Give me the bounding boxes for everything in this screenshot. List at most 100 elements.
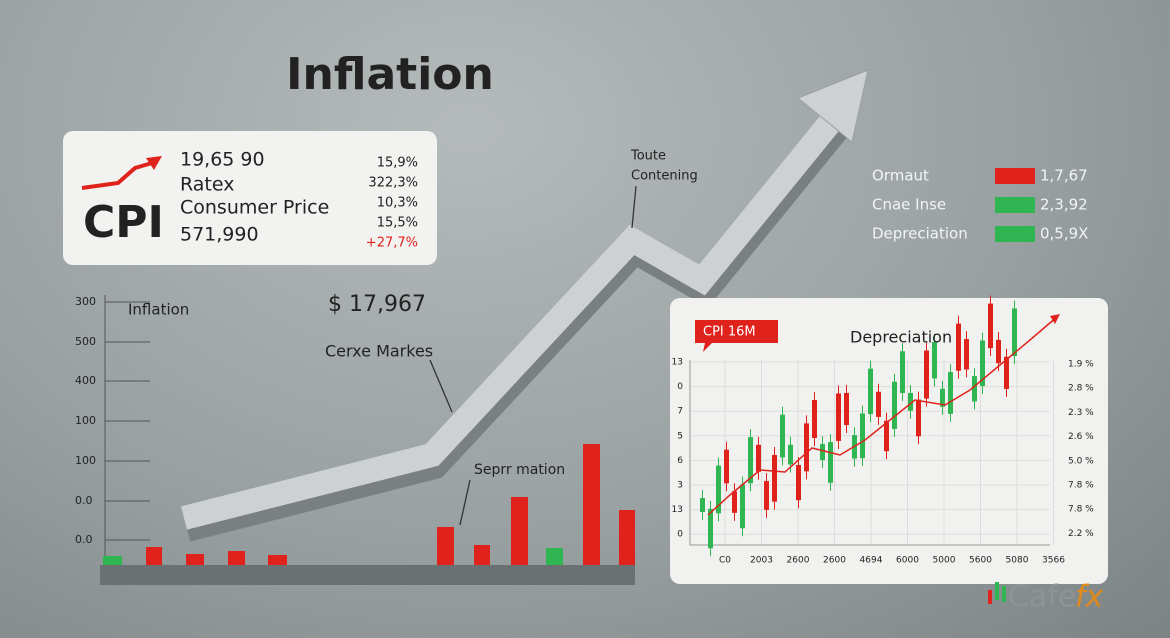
axis-label: 6000 xyxy=(896,556,919,566)
axis-label: 400 xyxy=(75,374,96,387)
candle xyxy=(908,392,913,411)
candle xyxy=(772,454,777,502)
axis-label: 3566 xyxy=(1042,556,1065,566)
axis-ticks xyxy=(105,301,150,541)
candle xyxy=(812,399,817,438)
card-title: Depreciation xyxy=(850,328,952,347)
platform xyxy=(100,565,635,585)
title: Inflation xyxy=(286,49,494,100)
candle xyxy=(740,484,745,529)
candle xyxy=(884,420,889,452)
axis-label: 2003 xyxy=(750,556,773,566)
axis-label: 13 xyxy=(672,505,683,515)
axis-label: 5000 xyxy=(933,556,956,566)
candle xyxy=(844,392,849,426)
axis-label: 5600 xyxy=(969,556,992,566)
callout-lines xyxy=(429,185,637,526)
cpi-percent: 10,3% xyxy=(377,196,418,211)
trend-arrow xyxy=(181,69,869,542)
axis-label: 100 xyxy=(75,414,96,427)
watermark-icon xyxy=(988,582,1006,604)
candle xyxy=(1004,356,1009,389)
candle xyxy=(748,437,753,484)
candle xyxy=(972,376,977,402)
candle xyxy=(948,372,953,414)
axis-label: 13 xyxy=(672,358,683,368)
candle xyxy=(924,350,929,399)
cpi-line: 571,990 xyxy=(180,224,259,246)
candle xyxy=(756,444,761,472)
badge-label: CPI 16M xyxy=(703,325,756,340)
cpi-icon xyxy=(81,156,162,190)
cpi-percent: +27,7% xyxy=(366,236,418,251)
candle xyxy=(724,449,729,484)
axis-label: 2.3 % xyxy=(1068,408,1094,418)
legend-swatch xyxy=(995,168,1035,184)
candle xyxy=(820,444,825,461)
candle xyxy=(828,442,833,483)
card-arrowhead xyxy=(1050,314,1060,324)
candle xyxy=(764,481,769,510)
cpi-line: 19,65 90 xyxy=(180,149,265,171)
watermark: fx xyxy=(1075,580,1104,615)
note: Cerxe Markes xyxy=(325,342,433,361)
candle xyxy=(876,391,881,417)
axis-label: 300 xyxy=(75,295,96,308)
candle xyxy=(956,323,961,371)
cpi-label: CPI xyxy=(83,197,164,248)
axis-label: 1.9 % xyxy=(1068,360,1094,370)
candle xyxy=(836,393,841,441)
axis-label: 7.8 % xyxy=(1068,505,1094,515)
axis-label: 2.2 % xyxy=(1068,529,1094,539)
legend-swatch xyxy=(995,226,1035,242)
candle xyxy=(868,368,873,415)
candle xyxy=(996,339,1001,364)
candle xyxy=(716,465,721,514)
cpi-percent: 15,9% xyxy=(377,156,418,171)
axis-label: 2600 xyxy=(823,556,846,566)
candle xyxy=(900,351,905,393)
bars xyxy=(103,444,635,565)
price: $ 17,967 xyxy=(328,292,426,317)
cpi-line: Ratex xyxy=(180,174,234,196)
candle xyxy=(796,464,801,501)
axis-label: 5.0 % xyxy=(1068,456,1094,466)
candle xyxy=(860,413,865,459)
candle xyxy=(964,339,969,370)
cpi-line: Consumer Price xyxy=(180,197,329,219)
legend-name: Ormaut xyxy=(872,167,929,185)
axis-label: 2.6 % xyxy=(1068,432,1094,442)
legend-value: 1,7,67 xyxy=(1040,167,1088,185)
left-label: Inflation xyxy=(128,301,189,319)
candle xyxy=(780,414,785,458)
candle xyxy=(1012,308,1017,356)
cpi-percent: 15,5% xyxy=(377,216,418,231)
candle xyxy=(940,388,945,407)
axis-label: 2.8 % xyxy=(1068,384,1094,394)
candle xyxy=(932,341,937,379)
note: Seprr mation xyxy=(474,462,565,478)
axis-label: 7.8 % xyxy=(1068,481,1094,491)
candle xyxy=(988,303,993,349)
candle xyxy=(700,498,705,512)
axis-label: 0.0 xyxy=(75,494,93,507)
axis-label: 5 xyxy=(677,431,683,441)
axis-label: 6 xyxy=(677,456,683,466)
axis-label: 3 xyxy=(677,481,683,491)
axis-label: 5080 xyxy=(1006,556,1029,566)
candle xyxy=(788,444,793,465)
axis-label: 4694 xyxy=(860,556,883,566)
legend-value: 0,5,9X xyxy=(1040,225,1088,243)
axis-label: 2600 xyxy=(787,556,810,566)
candle xyxy=(916,399,921,437)
axis-label: 0 xyxy=(677,530,683,540)
note: Toute xyxy=(630,149,666,164)
axis-label: 100 xyxy=(75,454,96,467)
legend-swatch xyxy=(995,197,1035,213)
candle xyxy=(804,423,809,472)
candle xyxy=(892,381,897,429)
cpi-percent: 322,3% xyxy=(368,176,418,191)
axis-label: 0.0 xyxy=(75,533,93,546)
legend-name: Cnae Inse xyxy=(872,196,946,214)
